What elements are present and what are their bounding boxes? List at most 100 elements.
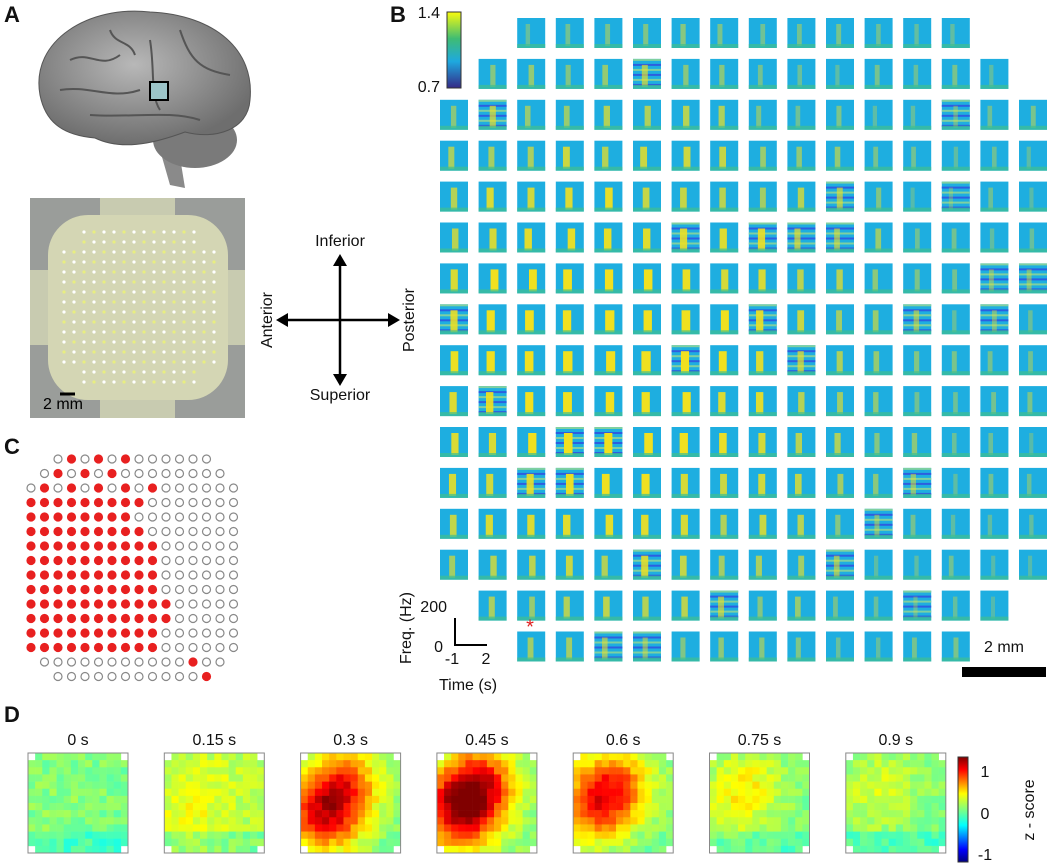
heatmap-cell [192,845,201,854]
tile-response [873,596,879,619]
heatmap-cell [601,788,610,797]
electrode-dot [92,320,96,324]
electrode [147,613,158,624]
orientation-label: Posterior [401,287,418,352]
heatmap-cell [723,810,732,818]
heatmap-cell [228,824,237,832]
tile-band [903,477,932,480]
tile-response [990,596,996,619]
electrode-dot [192,360,196,364]
heatmap-cell [573,795,581,804]
heatmap-cell [386,774,394,782]
tile-response [1029,228,1035,251]
heatmap-cell [860,845,868,854]
heatmap-cell [444,753,452,761]
spectrogram-tile [903,345,932,376]
tile-low [1019,575,1047,580]
heatmap-cell [623,788,631,797]
tile-low [1019,207,1047,212]
tile-band [903,600,932,603]
heatmap-cell [242,817,251,825]
tile-bg [1019,549,1047,580]
tile-bg [826,99,854,130]
tile-response [836,310,842,333]
tile-response [525,392,534,415]
tile-low [1019,534,1047,539]
tile-low [478,616,507,621]
tile-low [903,248,932,253]
tile-response [489,228,497,251]
tile-bg [787,58,816,89]
heatmap-cell [738,803,746,811]
tile-low [1019,248,1047,253]
tile-response [641,514,649,537]
heatmap-cell [386,831,394,840]
heatmap-cell [379,803,387,811]
tile-low [787,166,816,171]
electrode [134,454,144,464]
heatmap-cell [888,760,897,768]
electrode-dot [162,340,166,344]
tile-low [903,534,932,539]
tile-low [440,534,468,539]
heatmap-frame [572,752,674,854]
heatmap-frame [709,752,810,854]
heatmap-cell [924,803,932,811]
spectrogram-tile [710,99,739,130]
heatmap-cell [616,774,624,782]
tile-response [835,514,841,537]
electrode-dot [122,360,126,364]
heatmap-cell [300,781,309,790]
heatmap-cell [465,817,473,825]
tile-response [527,187,535,210]
electrode-dot [72,270,76,274]
heatmap-cell [185,767,194,775]
electrode-dot [122,240,126,244]
heatmap-cell [938,838,947,847]
spectrogram-tile [980,427,1009,457]
heatmap-cell [451,788,459,797]
heatmap-cell [881,781,889,790]
heatmap-cell [601,845,610,854]
tile-response [602,64,608,87]
heatmap-cell [802,788,810,797]
tile-low [594,371,623,376]
spectrogram-tile [980,140,1009,171]
tile-low [980,371,1009,376]
heatmap-cell [924,817,932,825]
spectrogram-tile [671,386,700,417]
heatmap-cell [465,795,473,804]
electrode [80,613,90,624]
spectrogram-tile [478,345,507,376]
spectrogram-tile [440,467,468,498]
spectrogram-tile [633,549,661,580]
tile-bg [941,427,970,457]
heatmap-cell [902,774,911,782]
tile-response [718,596,724,619]
electrode [228,584,239,595]
heatmap-cell [795,824,803,832]
tile-low [633,453,661,457]
spectrogram-tile [710,181,739,212]
heatmap-cell [307,760,316,768]
heatmap-cell [501,781,509,790]
frame-label: 0.45 s [465,732,509,749]
electrode-dot [112,290,116,294]
tile-low [517,166,546,171]
heatmap-cell [874,788,882,797]
tile-low [440,207,468,212]
heatmap-cell [329,781,337,790]
electrode-dot [172,370,176,374]
electrode-dot [192,340,196,344]
heatmap-cell [178,817,187,825]
electrode [161,599,171,609]
heatmap-cell [852,788,861,797]
tile-low [478,248,507,253]
heatmap-cell [164,760,172,768]
tile-low [517,534,546,539]
heatmap-cell [386,817,394,825]
heatmap-cell [766,781,775,790]
heatmap-cell [852,767,861,775]
tile-response [563,514,571,537]
heatmap-row: 0 s 0.15 s 0.3 s 0.45 s 0.6 s 0.75 s 0.9 s [27,732,947,854]
